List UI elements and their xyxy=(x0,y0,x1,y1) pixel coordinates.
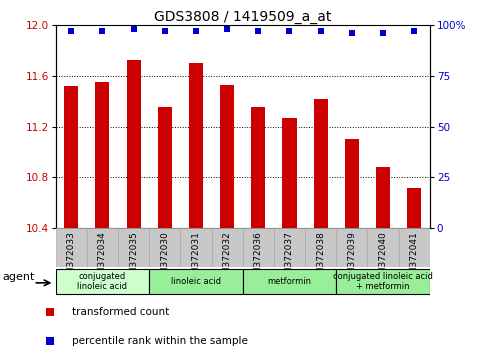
Bar xyxy=(242,269,336,294)
Text: percentile rank within the sample: percentile rank within the sample xyxy=(72,336,248,346)
Bar xyxy=(189,63,203,228)
Bar xyxy=(212,228,242,267)
Bar xyxy=(56,228,87,267)
Point xyxy=(223,26,231,32)
Point xyxy=(67,28,75,34)
Text: GSM372037: GSM372037 xyxy=(285,232,294,286)
Text: GSM372039: GSM372039 xyxy=(347,232,356,286)
Bar xyxy=(149,228,180,267)
Point xyxy=(379,30,387,36)
Text: GSM372038: GSM372038 xyxy=(316,232,325,286)
Text: linoleic acid: linoleic acid xyxy=(171,277,221,286)
Bar xyxy=(336,269,430,294)
Bar xyxy=(242,228,274,267)
Bar xyxy=(283,118,297,228)
Text: GSM372032: GSM372032 xyxy=(223,232,232,286)
Bar xyxy=(64,86,78,228)
Bar xyxy=(407,188,421,228)
Point xyxy=(285,28,293,34)
Bar xyxy=(274,228,305,267)
Point xyxy=(317,28,325,34)
Point xyxy=(129,26,137,32)
Point xyxy=(46,338,54,344)
Bar xyxy=(368,228,398,267)
Point xyxy=(99,28,106,34)
Text: conjugated
linoleic acid: conjugated linoleic acid xyxy=(77,272,128,291)
Bar xyxy=(305,228,336,267)
Bar xyxy=(180,228,212,267)
Point xyxy=(46,309,54,315)
Bar xyxy=(345,139,359,228)
Point xyxy=(161,28,169,34)
Point xyxy=(255,28,262,34)
Text: conjugated linoleic acid
+ metformin: conjugated linoleic acid + metformin xyxy=(333,272,433,291)
Point xyxy=(348,30,356,36)
Bar xyxy=(251,108,265,228)
Text: GSM372036: GSM372036 xyxy=(254,232,263,286)
Point xyxy=(192,28,200,34)
Point xyxy=(411,28,418,34)
Text: GSM372031: GSM372031 xyxy=(191,232,200,286)
Bar xyxy=(158,108,172,228)
Text: GSM372033: GSM372033 xyxy=(67,232,76,286)
Text: metformin: metformin xyxy=(268,277,312,286)
Text: GSM372041: GSM372041 xyxy=(410,232,419,286)
Bar xyxy=(313,98,327,228)
Bar xyxy=(118,228,149,267)
Bar xyxy=(56,269,149,294)
Bar xyxy=(376,167,390,228)
Bar xyxy=(398,228,430,267)
Bar xyxy=(87,228,118,267)
Bar xyxy=(95,82,109,228)
Text: agent: agent xyxy=(3,272,35,282)
Text: GSM372030: GSM372030 xyxy=(160,232,169,286)
Text: GSM372034: GSM372034 xyxy=(98,232,107,286)
Text: transformed count: transformed count xyxy=(72,307,169,317)
Text: GSM372040: GSM372040 xyxy=(379,232,387,286)
Bar xyxy=(149,269,242,294)
Bar xyxy=(336,228,368,267)
Bar xyxy=(127,61,141,228)
Bar xyxy=(220,85,234,228)
Title: GDS3808 / 1419509_a_at: GDS3808 / 1419509_a_at xyxy=(154,10,331,24)
Text: GSM372035: GSM372035 xyxy=(129,232,138,286)
